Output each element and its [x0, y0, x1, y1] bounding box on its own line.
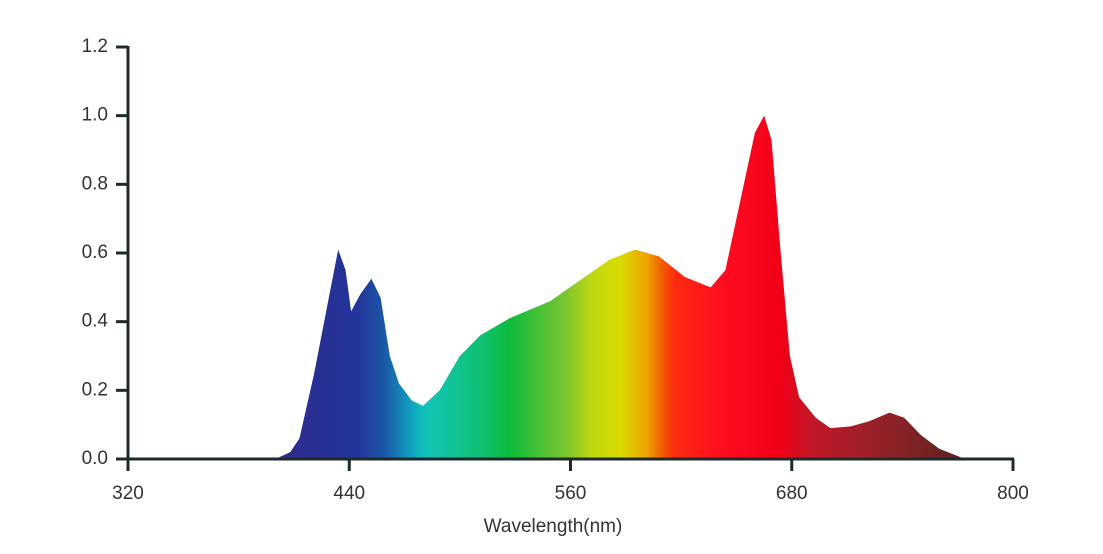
x-tick-label: 560 [555, 483, 587, 504]
x-axis-label: Wavelength(nm) [484, 516, 623, 537]
y-tick-label: 0.8 [82, 173, 108, 194]
x-tick-label: 800 [997, 483, 1029, 504]
y-tick-label: 1.2 [82, 36, 108, 57]
y-tick-label: 0.6 [82, 242, 108, 263]
y-tick-label: 1.0 [82, 105, 108, 126]
y-tick-label: 0.0 [82, 448, 108, 469]
spectrum-area [275, 115, 966, 460]
x-tick-label: 680 [776, 483, 808, 504]
y-tick-label: 0.2 [82, 379, 108, 400]
x-tick-label: 320 [112, 483, 144, 504]
x-tick-label: 440 [333, 483, 365, 504]
y-tick-label: 0.4 [82, 311, 109, 332]
